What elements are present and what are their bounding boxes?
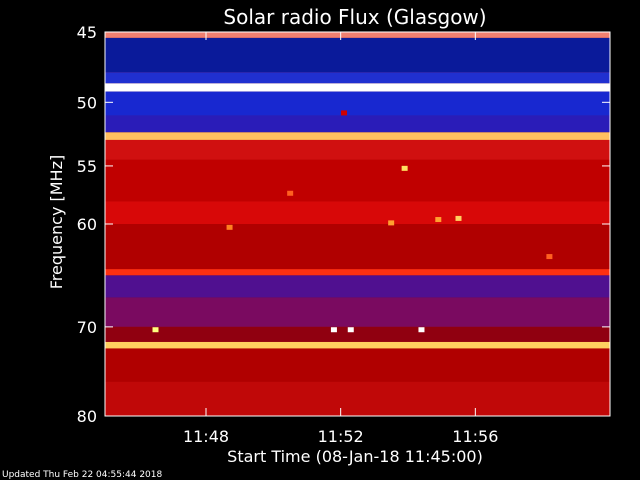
chart-title: Solar radio Flux (Glasgow) (223, 5, 486, 29)
frequency-band (105, 132, 610, 140)
burst-feature (388, 220, 395, 226)
burst-feature (226, 224, 233, 230)
y-tick-label: 55 (77, 157, 97, 176)
frequency-band (105, 32, 610, 38)
frequency-band (105, 83, 610, 92)
y-axis: 45 50 55 60 70 80 (77, 23, 610, 426)
y-tick-label: 45 (77, 23, 97, 42)
frequency-band (105, 326, 610, 342)
frequency-band (105, 201, 610, 224)
frequency-band (105, 297, 610, 327)
burst-feature (347, 327, 354, 333)
frequency-band (105, 115, 610, 133)
frequency-band (105, 224, 610, 270)
frequency-band (105, 269, 610, 276)
burst-feature (546, 254, 553, 260)
y-axis-label: Frequency [MHz] (47, 155, 66, 289)
y-tick-label: 70 (77, 318, 97, 337)
burst-feature (287, 190, 294, 196)
frequency-band (105, 381, 610, 416)
burst-feature (435, 217, 442, 223)
frequency-band (105, 341, 610, 349)
x-axis-label: Start Time (08-Jan-18 11:45:00) (227, 447, 483, 466)
frequency-band (105, 37, 610, 73)
burst-feature (418, 327, 425, 333)
x-tick-label: 11:56 (452, 427, 498, 446)
burst-feature (455, 215, 462, 221)
updated-timestamp: Updated Thu Feb 22 04:55:44 2018 (2, 470, 163, 480)
burst-feature (341, 110, 348, 116)
x-tick-label: 11:52 (318, 427, 364, 446)
y-tick-label: 60 (77, 215, 97, 234)
plot-area (104, 31, 611, 417)
burst-feature (401, 165, 408, 171)
burst-feature (152, 327, 159, 333)
y-tick-label: 80 (77, 407, 97, 426)
frequency-band (105, 139, 610, 160)
frequency-band (105, 348, 610, 382)
burst-feature (330, 327, 337, 333)
frequency-band (105, 275, 610, 298)
frequency-band (105, 72, 610, 84)
x-axis: 11:48 11:52 11:56 (183, 32, 498, 446)
x-tick-label: 11:48 (183, 427, 229, 446)
y-tick-label: 50 (77, 93, 97, 112)
frequency-band (105, 159, 610, 202)
frequency-band (105, 91, 610, 116)
